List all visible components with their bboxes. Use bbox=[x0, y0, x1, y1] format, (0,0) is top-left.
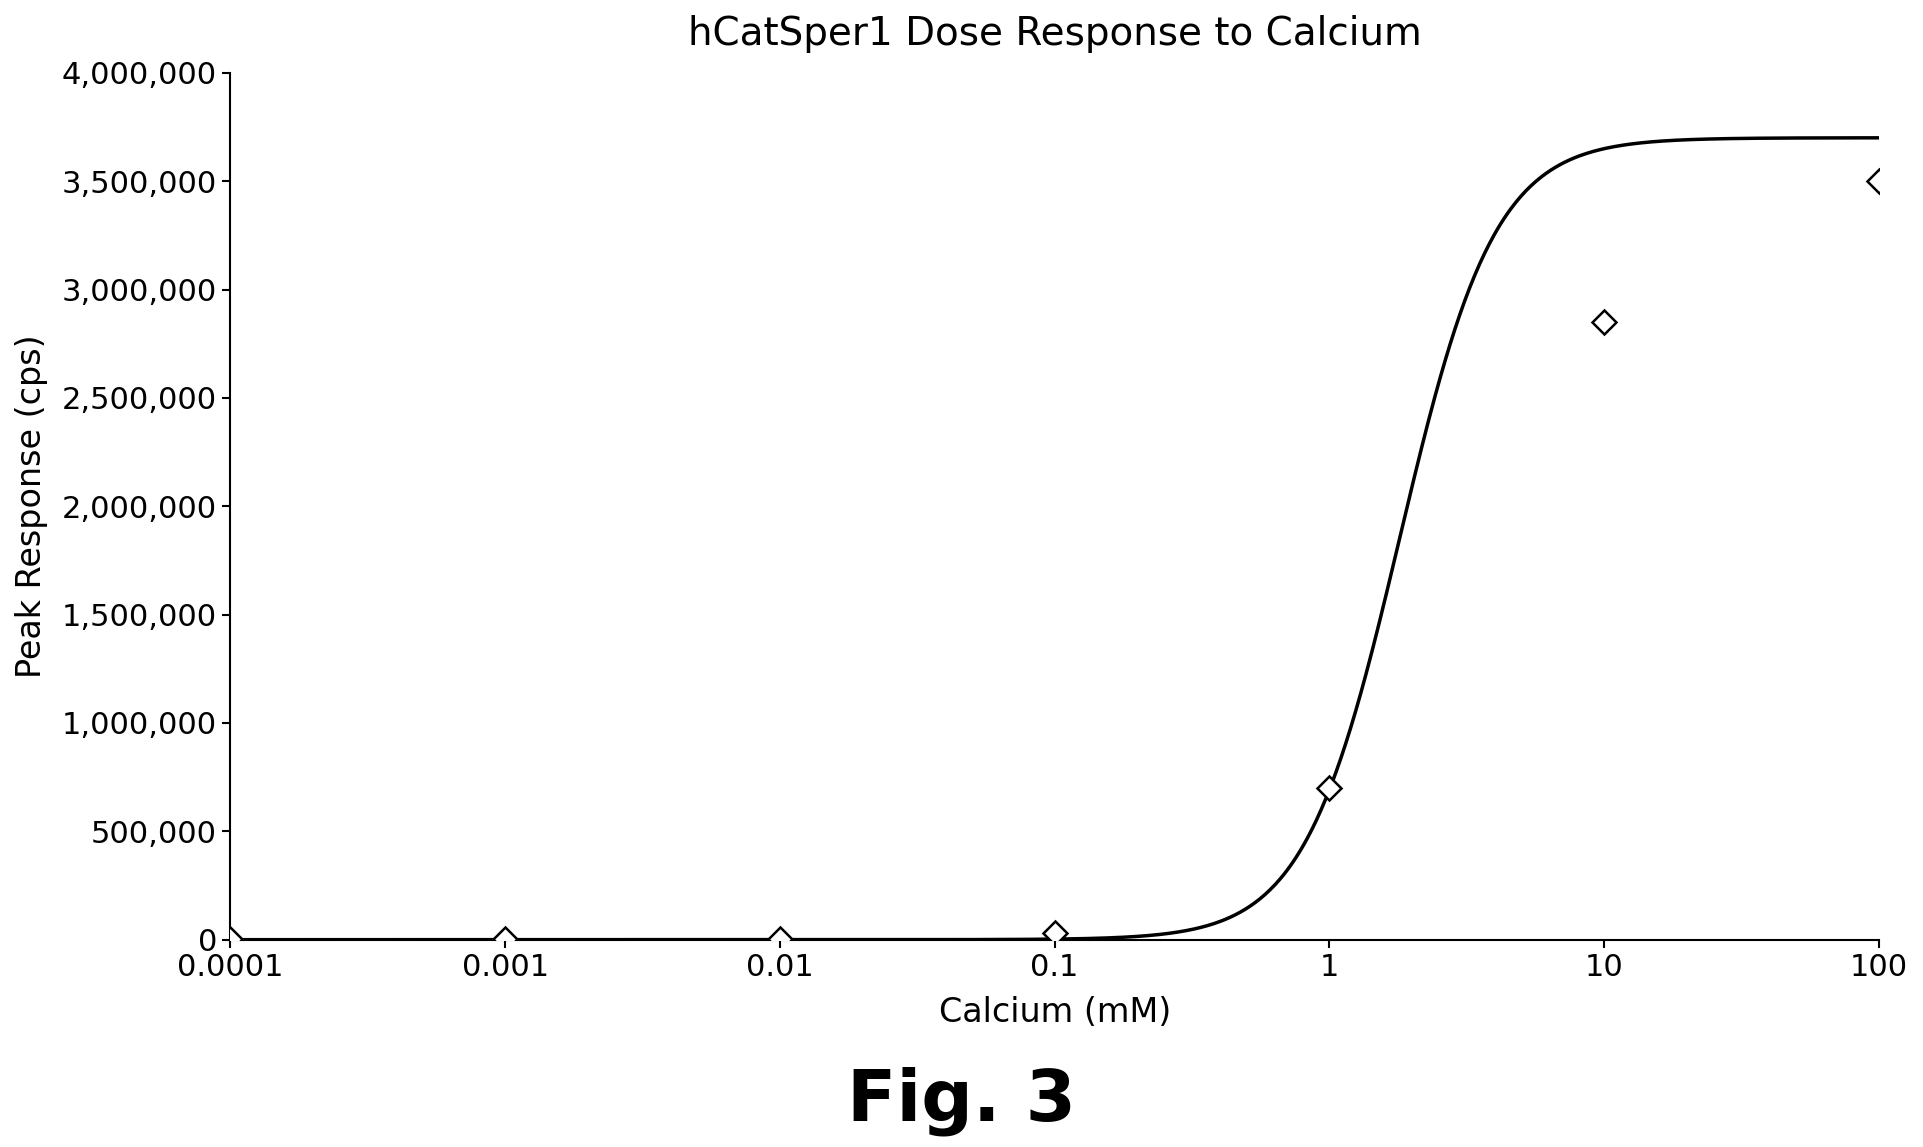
Text: Fig. 3: Fig. 3 bbox=[846, 1066, 1077, 1136]
Title: hCatSper1 Dose Response to Calcium: hCatSper1 Dose Response to Calcium bbox=[688, 15, 1421, 53]
X-axis label: Calcium (mM): Calcium (mM) bbox=[938, 996, 1171, 1029]
Y-axis label: Peak Response (cps): Peak Response (cps) bbox=[15, 335, 48, 678]
